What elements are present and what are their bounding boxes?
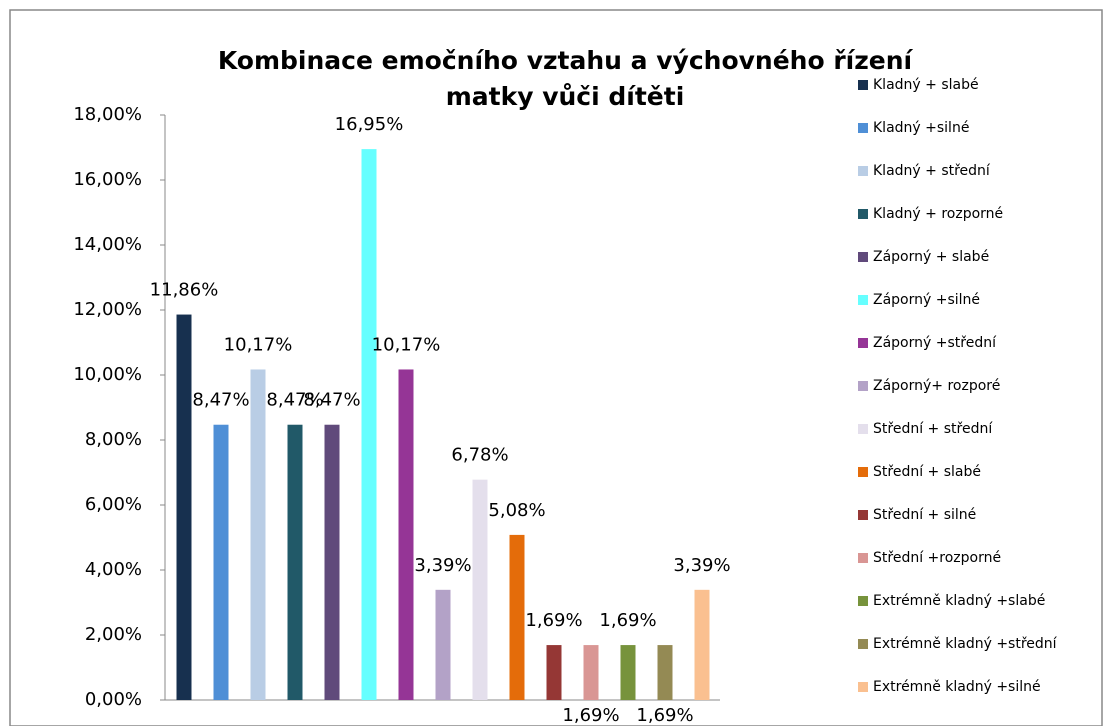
legend-swatch <box>858 80 868 90</box>
data-label: 6,78% <box>451 445 508 466</box>
legend-label: Záporný + slabé <box>873 249 989 265</box>
data-label: 10,17% <box>372 334 441 355</box>
legend-label: Extrémně kladný +střední <box>873 636 1058 652</box>
legend-label: Kladný + rozporné <box>873 206 1003 222</box>
data-label: 11,86% <box>150 280 219 301</box>
bar <box>361 149 377 700</box>
data-label: 1,69% <box>525 610 582 631</box>
bar <box>287 424 303 700</box>
legend-swatch <box>858 209 868 219</box>
bar <box>398 369 414 700</box>
bar <box>472 479 488 700</box>
legend-label: Extrémně kladný +slabé <box>873 593 1045 609</box>
legend-label: Záporný +silné <box>873 292 980 308</box>
legend-label: Střední + slabé <box>873 464 981 480</box>
data-label: 1,69% <box>562 705 619 726</box>
bar <box>509 534 525 700</box>
data-label: 8,47% <box>192 390 249 411</box>
legend-label: Kladný + slabé <box>873 77 979 93</box>
y-tick-label: 0,00% <box>85 689 142 710</box>
bar <box>250 369 266 700</box>
bar <box>324 424 340 700</box>
y-tick-label: 18,00% <box>73 104 142 125</box>
y-tick-label: 12,00% <box>73 299 142 320</box>
legend-swatch <box>858 596 868 606</box>
bar <box>583 645 599 700</box>
legend-label: Střední + střední <box>873 421 993 437</box>
y-tick-label: 2,00% <box>85 624 142 645</box>
data-label: 10,17% <box>224 334 293 355</box>
legend-swatch <box>858 381 868 391</box>
bar <box>435 589 451 700</box>
chart-title: Kombinace emočního vztahu a výchovného ř… <box>218 46 914 111</box>
bar <box>657 645 673 700</box>
bar <box>620 645 636 700</box>
bar <box>546 645 562 700</box>
legend-label: Záporný +střední <box>873 335 997 351</box>
y-tick-label: 16,00% <box>73 169 142 190</box>
y-tick-label: 4,00% <box>85 559 142 580</box>
legend-swatch <box>858 123 868 133</box>
legend-swatch <box>858 639 868 649</box>
data-label: 1,69% <box>636 705 693 726</box>
legend-label: Extrémně kladný +silné <box>873 679 1041 695</box>
bar <box>213 424 229 700</box>
data-label: 3,39% <box>414 555 471 576</box>
bar <box>176 314 192 700</box>
data-label: 5,08% <box>488 500 545 521</box>
data-label: 16,95% <box>335 114 404 135</box>
legend-label: Střední + silné <box>873 507 976 523</box>
legend-label: Střední +rozporné <box>873 550 1001 566</box>
legend-swatch <box>858 252 868 262</box>
legend-label: Kladný +silné <box>873 120 969 136</box>
data-label: 8,47% <box>266 390 323 411</box>
legend-label: Kladný + střední <box>873 163 991 179</box>
legend-swatch <box>858 553 868 563</box>
chart-border <box>9 9 1103 726</box>
legend-swatch <box>858 338 868 348</box>
legend-swatch <box>858 166 868 176</box>
data-label: 8,47% <box>303 390 360 411</box>
y-tick-label: 6,00% <box>85 494 142 515</box>
data-label: 1,69% <box>599 610 656 631</box>
legend-label: Záporný+ rozporé <box>873 378 1000 394</box>
y-tick-label: 8,00% <box>85 429 142 450</box>
y-tick-label: 10,00% <box>73 364 142 385</box>
legend-swatch <box>858 424 868 434</box>
y-tick-label: 14,00% <box>73 234 142 255</box>
data-label: 3,39% <box>673 555 730 576</box>
legend-swatch <box>858 682 868 692</box>
legend-swatch <box>858 510 868 520</box>
legend-swatch <box>858 467 868 477</box>
legend-swatch <box>858 295 868 305</box>
bar <box>694 589 710 700</box>
